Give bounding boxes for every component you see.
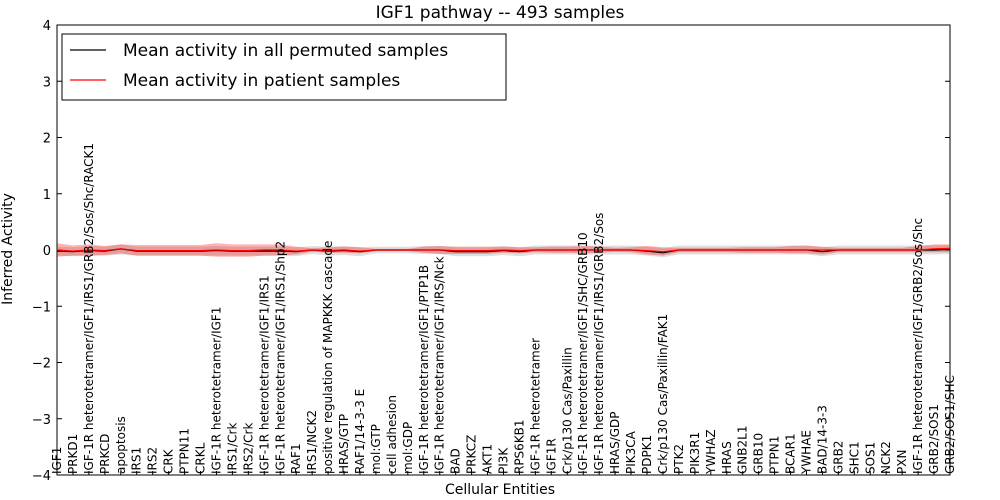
x-category-label: IRS1/Crk [225, 423, 239, 474]
x-category-label: PDPK1 [640, 435, 654, 474]
x-category-label: IGF-1R heterotetramer/IGF1/GRB2/Sos/Shc [911, 218, 925, 474]
legend-label-patient: Mean activity in patient samples [123, 71, 400, 91]
x-category-label: YWHAE [799, 430, 813, 475]
x-category-label: mol:GDP [401, 422, 415, 474]
x-category-label: AKT1 [481, 444, 495, 474]
x-category-label: PIK3R1 [688, 432, 702, 474]
x-category-label: PRKCD [98, 434, 112, 474]
x-category-label: PXN [895, 450, 909, 474]
x-category-label: RPS6KB1 [512, 419, 526, 474]
x-category-label: PRKCZ [465, 435, 479, 474]
legend-box [61, 33, 507, 101]
y-tick-label: 3 [43, 75, 51, 90]
x-category-label: IGF-1R heterotetramer/IGF1/IRS/Nck [433, 256, 447, 474]
x-category-label: YWHAZ [704, 429, 718, 475]
x-category-label: RAF1 [289, 443, 303, 474]
x-category-label: HRAS/GDP [608, 411, 622, 474]
x-category-label: IGF1R [544, 438, 558, 474]
x-category-label: IRS2/Crk [241, 423, 255, 474]
line-patient-samples [56, 247, 951, 253]
y-tick-label: 2 [43, 132, 51, 147]
x-category-label: positive regulation of MAPKKK cascade [321, 241, 335, 474]
x-category-label: GRB2 [831, 440, 845, 474]
y-tick-label: 0 [43, 244, 51, 259]
x-category-label: Crk/p130 Cas/Paxillin/FAK1 [656, 314, 670, 474]
x-category-label: apoptosis [114, 416, 128, 474]
x-category-label: CRK [162, 448, 176, 474]
x-category-label: HRAS [720, 441, 734, 474]
x-category-label: IRS2 [146, 447, 160, 474]
x-category-label: IRS1 [130, 447, 144, 474]
x-category-label: PTK2 [672, 444, 686, 474]
x-category-label: PTPN11 [178, 428, 192, 474]
x-category-label: PIK3CA [624, 430, 638, 474]
x-category-label: PI3K [497, 447, 511, 474]
x-category-label: IGF-1R heterotetramer/IGF1/IRS1/Shp2 [273, 241, 287, 474]
x-category-label: cell adhesion [385, 395, 399, 474]
x-category-label: PRKD1 [66, 434, 80, 474]
x-category-label: IGF-1R heterotetramer/IGF1 [209, 307, 223, 474]
x-category-label: BAD/14-3-3 [815, 405, 829, 474]
x-category-label: Crk/p130 Cas/Paxillin [560, 347, 574, 474]
chart-title: IGF1 pathway -- 493 samples [376, 3, 625, 23]
x-category-label: PTPN1 [768, 436, 782, 474]
x-category-label: IGF1 [50, 447, 64, 474]
x-category-label: SOS1 [863, 442, 877, 474]
y-tick-label: 1 [43, 188, 51, 203]
y-tick-label: −2 [32, 357, 51, 372]
x-category-label: IGF-1R heterotetramer/IGF1/IRS1 [257, 275, 271, 474]
y-tick-label: −3 [32, 413, 51, 428]
x-category-label: GRB2/SOS1 [927, 404, 941, 474]
x-axis-title: Cellular Entities [445, 482, 555, 498]
x-category-label: CRKL [194, 442, 208, 474]
legend: Mean activity in all permuted samples Me… [61, 33, 507, 101]
x-category-label: GRB10 [752, 433, 766, 474]
x-category-label: IGF-1R heterotetramer/IGF1/IRS1/GRB2/Sos… [82, 143, 96, 474]
y-tick-label: −1 [32, 300, 51, 315]
x-category-label: IGF-1R heterotetramer/IGF1/PTP1B [417, 265, 431, 474]
x-category-label: BAD [449, 448, 463, 474]
x-category-label: GRB2/SOS1/SHC [943, 375, 957, 474]
x-category-label: NCK2 [879, 441, 893, 474]
x-category-label: mol:GTP [369, 424, 383, 474]
y-tick-label: −4 [32, 469, 51, 484]
x-category-label: RAF1/14-3-3 E [353, 389, 367, 474]
x-category-label: BCAR1 [784, 433, 798, 474]
x-category-label: IGF-1R heterotetramer/IGF1/IRS1/GRB2/Sos [592, 213, 606, 474]
y-axis-title: Inferred Activity [0, 193, 16, 305]
x-category-label: IRS1/NCK2 [305, 410, 319, 474]
x-category-label: IGF-1R heterotetramer/IGF1/SHC/GRB10 [576, 232, 590, 474]
x-category-label: IGF-1R heterotetramer [528, 338, 542, 474]
x-category-label: HRAS/GTP [337, 414, 351, 474]
x-category-label: GNB2L1 [736, 426, 750, 474]
legend-label-permuted: Mean activity in all permuted samples [123, 41, 448, 61]
y-tick-label: 4 [43, 19, 51, 34]
x-category-label: SHC1 [847, 441, 861, 474]
